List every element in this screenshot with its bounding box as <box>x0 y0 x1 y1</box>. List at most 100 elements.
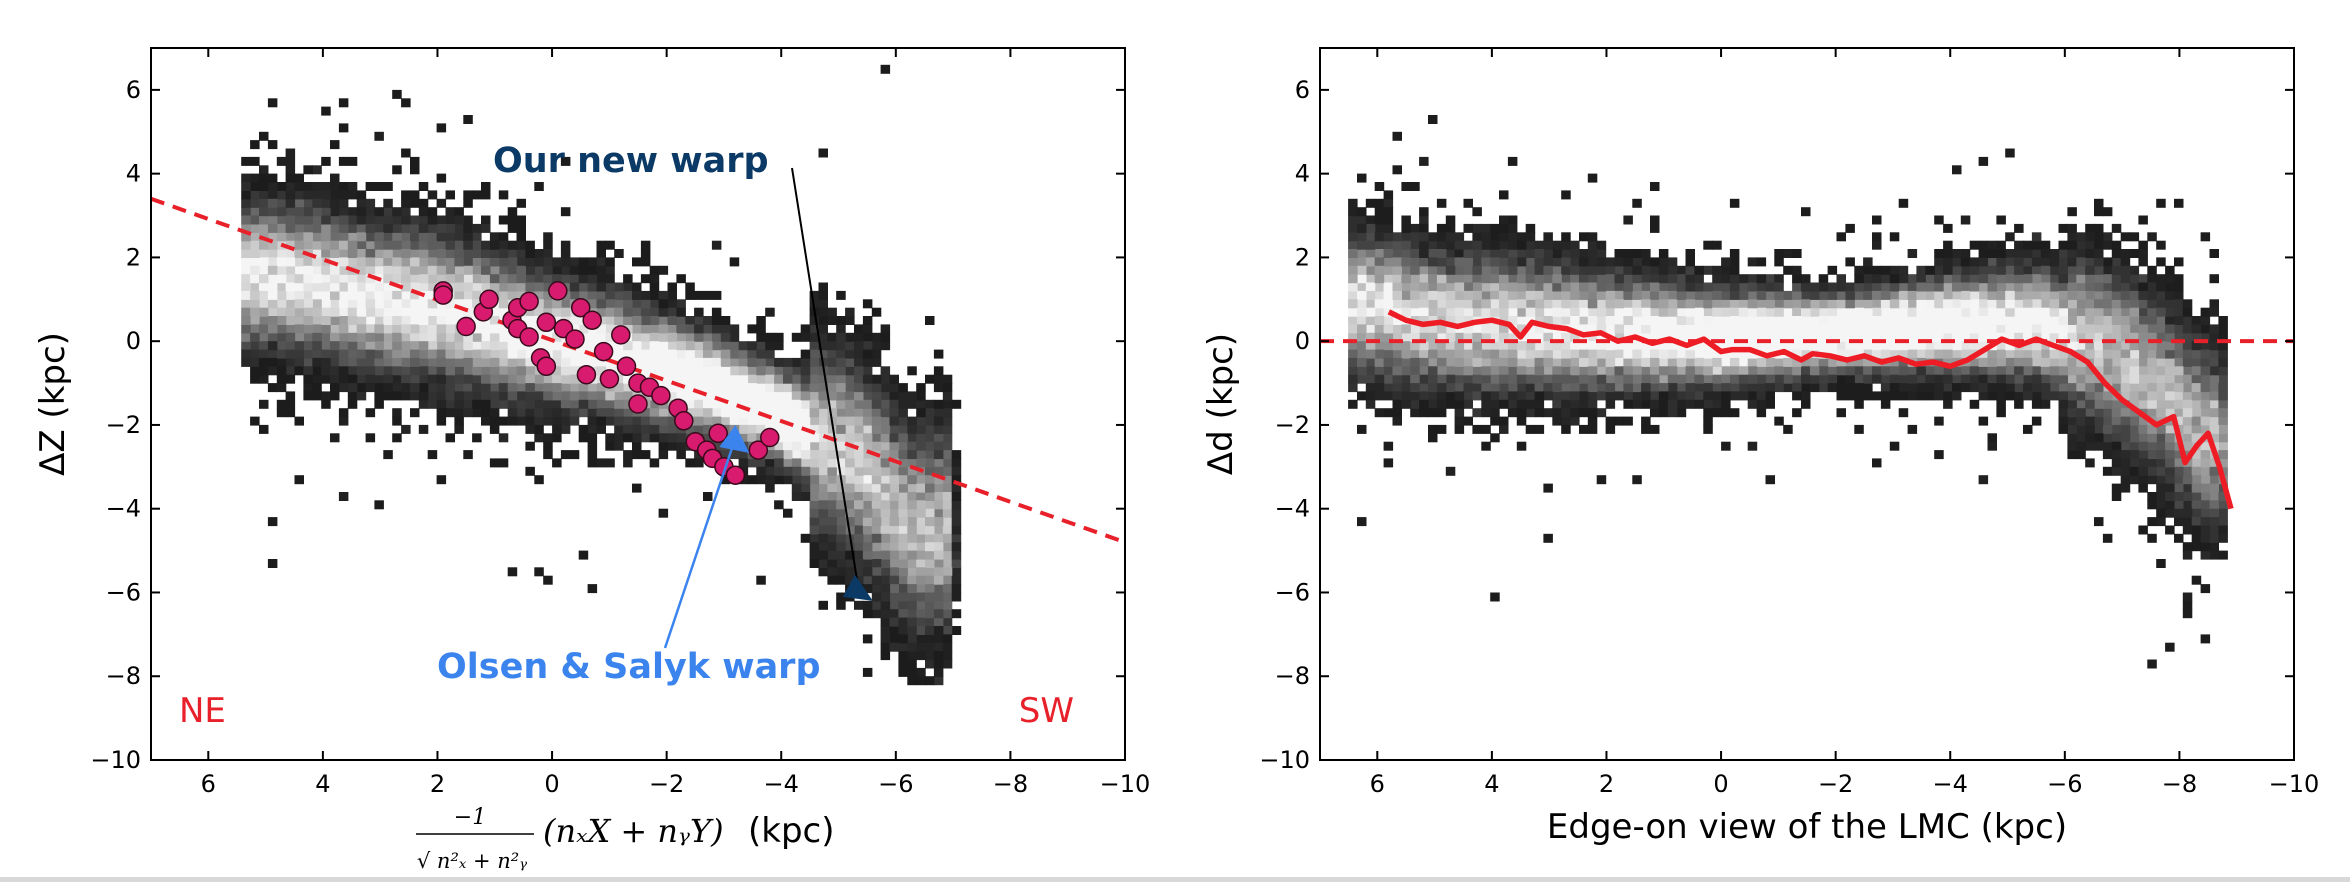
heatmap-cell <box>1898 274 1909 284</box>
heatmap-cell <box>1561 232 1571 242</box>
heatmap-cell <box>2165 383 2175 393</box>
heatmap-cell <box>2049 324 2060 334</box>
heatmap-cell <box>1623 416 1633 426</box>
heatmap-cell <box>1898 265 1909 275</box>
heatmap-cell <box>1632 257 1642 267</box>
heatmap-cell <box>1392 349 1402 359</box>
heatmap-cell <box>818 282 828 292</box>
heatmap-cell <box>587 257 598 267</box>
heatmap-cell <box>2014 391 2024 401</box>
heatmap-cell <box>2031 257 2042 267</box>
heatmap-cell <box>640 274 651 284</box>
heatmap-cell <box>1419 207 1429 217</box>
heatmap-cell <box>285 374 296 384</box>
heatmap-cell <box>1925 316 1935 325</box>
heatmap-cell <box>2174 299 2184 309</box>
heatmap-cell <box>481 265 491 275</box>
heatmap-cell <box>1827 316 1838 325</box>
heatmap-cell <box>587 357 598 367</box>
heatmap-cell <box>560 257 571 267</box>
heatmap-cell <box>1543 290 1553 300</box>
heatmap-cell <box>276 408 287 418</box>
heatmap-cell <box>1765 332 1775 342</box>
heatmap-cell <box>1960 316 1971 325</box>
heatmap-cell <box>2067 207 2077 217</box>
heatmap-cell <box>294 190 304 200</box>
heatmap-cell <box>338 492 349 501</box>
heatmap-cell <box>1348 249 1358 258</box>
left-xlabel-unit: (kpc) <box>748 811 835 851</box>
heatmap-cell <box>2218 492 2228 501</box>
heatmap-cell <box>1712 408 1722 418</box>
heatmap-cell <box>1632 383 1642 393</box>
heatmap-cell <box>2023 332 2033 342</box>
heatmap-cell <box>267 349 278 359</box>
heatmap-cell <box>676 274 686 284</box>
heatmap-cell <box>1960 332 1971 342</box>
heatmap-cell <box>1490 366 1500 376</box>
heatmap-cell <box>1836 232 1846 242</box>
heatmap-cell <box>498 215 509 225</box>
heatmap-cell <box>552 383 562 393</box>
heatmap-cell <box>898 617 908 627</box>
heatmap-cell <box>1410 383 1420 393</box>
heatmap-cell <box>836 399 846 409</box>
heatmap-cell <box>454 391 464 401</box>
heatmap-cell <box>1534 324 1545 334</box>
heatmap-cell <box>898 466 908 476</box>
heatmap-cell <box>862 559 873 568</box>
heatmap-cell <box>241 249 251 258</box>
heatmap-cell <box>1374 299 1385 309</box>
heatmap-cell <box>2191 383 2202 393</box>
heatmap-cell <box>2023 282 2033 292</box>
heatmap-cell <box>1490 391 1500 401</box>
heatmap-cell <box>1428 290 1438 300</box>
heatmap-cell <box>632 299 642 309</box>
heatmap-cell <box>862 567 873 577</box>
heatmap-cell <box>1587 307 1598 317</box>
heatmap-cell <box>2067 341 2077 351</box>
heatmap-cell <box>916 567 926 577</box>
heatmap-cell <box>649 349 660 359</box>
heatmap-cell <box>2111 324 2122 334</box>
heatmap-cell <box>1650 324 1660 334</box>
heatmap-cell <box>1827 307 1838 317</box>
heatmap-cell <box>1987 307 1997 317</box>
heatmap-cell <box>1650 215 1660 225</box>
heatmap-cell <box>250 257 260 267</box>
heatmap-cell <box>756 424 766 434</box>
heatmap-cell <box>942 542 953 552</box>
heatmap-cell <box>800 475 811 485</box>
heatmap-cell <box>2156 299 2166 309</box>
heatmap-cell <box>1410 265 1420 275</box>
heatmap-cell <box>1738 349 1749 359</box>
heatmap-cell <box>1463 391 1473 401</box>
heatmap-cell <box>543 374 553 384</box>
heatmap-cell <box>676 441 686 451</box>
heatmap-cell <box>2191 316 2202 325</box>
heatmap-cell <box>2191 533 2202 543</box>
heatmap-cell <box>392 433 402 443</box>
heatmap-cell <box>250 324 260 334</box>
svg-text:√ n²ₓ + n²ᵧ: √ n²ₓ + n²ᵧ <box>417 849 527 873</box>
heatmap-cell <box>392 207 402 217</box>
heatmap-cell <box>578 274 589 284</box>
heatmap-cell <box>463 265 473 275</box>
heatmap-cell <box>1801 290 1811 300</box>
heatmap-cell <box>1774 299 1784 309</box>
heatmap-cell <box>267 207 278 217</box>
heatmap-cell <box>436 349 447 359</box>
heatmap-cell <box>481 366 491 376</box>
heatmap-cell <box>2209 525 2219 535</box>
heatmap-cell <box>1818 374 1829 384</box>
heatmap-cell <box>1428 307 1438 317</box>
heatmap-cell <box>338 123 349 133</box>
heatmap-cell <box>463 366 473 376</box>
heatmap-cell <box>1348 307 1358 317</box>
heatmap-cell <box>1534 265 1545 275</box>
heatmap-cell <box>2138 307 2148 317</box>
heatmap-cell <box>685 357 695 367</box>
heatmap-cell <box>312 257 322 267</box>
heatmap-cell <box>1952 290 1962 300</box>
heatmap-cell <box>933 676 944 686</box>
